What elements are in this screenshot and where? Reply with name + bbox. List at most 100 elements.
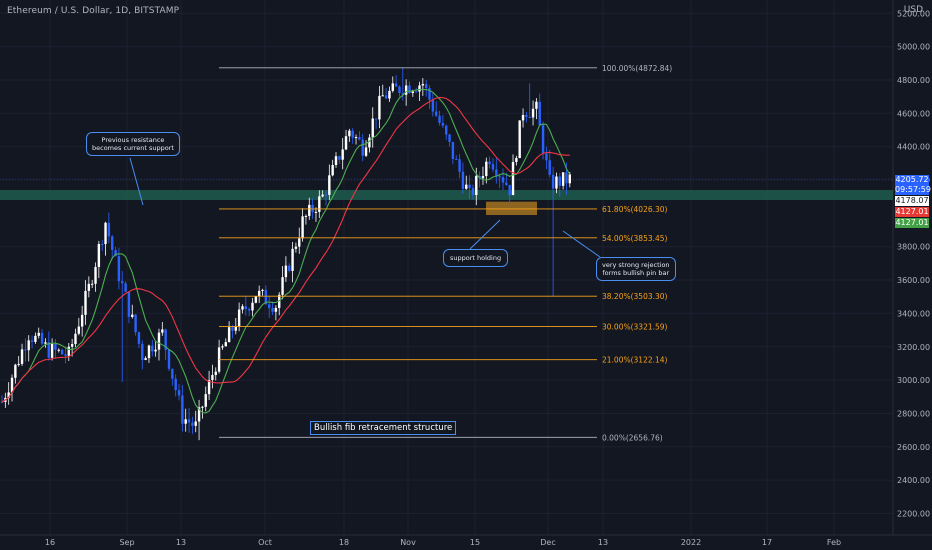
candle-body: [388, 90, 391, 99]
candle-body: [361, 139, 364, 156]
candle-body: [408, 85, 411, 94]
last-price-tag: 4205.72: [895, 175, 929, 185]
candle-body: [438, 115, 441, 123]
candle-body: [445, 125, 448, 135]
candle-body: [458, 159, 461, 172]
candle-body: [291, 248, 294, 271]
candle-body: [204, 394, 207, 407]
candle-body: [568, 174, 571, 184]
candle-body: [87, 283, 91, 291]
candle-body: [90, 283, 94, 285]
candle-body: [167, 349, 171, 369]
candle-body: [468, 184, 471, 189]
candle-body: [491, 164, 495, 170]
candle-body: [197, 407, 201, 422]
candle-body: [227, 327, 231, 343]
candle-body: [107, 222, 111, 237]
candle-body: [538, 101, 541, 126]
candle-body: [521, 114, 525, 121]
candle-body: [511, 161, 515, 196]
candle-body: [134, 314, 137, 333]
time-tick-label: Oct: [258, 538, 272, 547]
candle-body: [231, 327, 234, 331]
candle-body: [131, 314, 134, 317]
ma-slow-line: [1, 96, 570, 403]
candle-body: [505, 182, 508, 185]
candle-body: [284, 265, 288, 278]
candle-body: [144, 358, 147, 361]
fib-level-label: 21.00%(3122.14): [602, 356, 668, 365]
annotation-support-holding: support holding: [443, 249, 509, 267]
candle-body: [80, 314, 84, 327]
time-tick-label: Dec: [540, 538, 555, 547]
candle-body: [301, 216, 304, 239]
candle-body: [541, 125, 545, 154]
candle-body: [171, 368, 174, 379]
candle-body: [448, 134, 451, 142]
candle-body: [147, 345, 151, 359]
candle-body: [261, 289, 264, 291]
candle-body: [331, 164, 334, 176]
candle-body: [64, 354, 67, 356]
candle-body: [414, 91, 418, 93]
candle-body: [7, 392, 10, 398]
candle-body: [241, 306, 244, 310]
price-tick-label: 2600.00: [897, 443, 930, 452]
pointer-resistance: [129, 157, 144, 206]
annotation-resistance: Previous resistance becomes current supp…: [86, 132, 180, 156]
candle-body: [37, 332, 40, 336]
candle-body: [254, 296, 258, 303]
candle-body: [545, 153, 548, 161]
candle-body: [508, 184, 511, 196]
candle-body: [314, 211, 318, 213]
fib-level-label: 38.20%(3503.30): [602, 292, 668, 301]
time-tick-label: 15: [470, 538, 480, 547]
candle-body: [485, 161, 488, 177]
candle-body: [207, 379, 211, 395]
price-tick-label: 3000.00: [897, 376, 930, 385]
candle-body: [384, 95, 388, 99]
candle-body: [461, 171, 465, 189]
candle-body: [74, 333, 77, 345]
price-tick-label: 3800.00: [897, 243, 930, 252]
price-tick-label: 5000.00: [897, 43, 930, 52]
candle-body: [358, 137, 361, 140]
candle-body: [435, 111, 438, 116]
symbol-title[interactable]: Ethereum / U.S. Dollar, 1D, BITSTAMP: [7, 6, 180, 16]
candle-body: [164, 329, 167, 350]
candle-body: [555, 176, 558, 189]
candle-body: [274, 307, 278, 312]
candle-body: [321, 194, 324, 197]
candle-body: [428, 88, 431, 100]
ma-slow-tag: 4127.01: [895, 207, 929, 217]
candle-body: [30, 340, 34, 342]
candle-body: [27, 340, 30, 351]
time-tick-label: 13: [598, 538, 608, 547]
candle-body: [224, 342, 227, 347]
candle-body: [201, 406, 204, 408]
candle-body: [501, 177, 505, 183]
candle-body: [558, 176, 561, 186]
candle-body: [495, 169, 498, 177]
candle-body: [528, 116, 531, 118]
candle-body: [40, 332, 44, 344]
candle-body: [44, 342, 47, 344]
candle-body: [465, 184, 468, 189]
candle-body: [471, 188, 475, 195]
candle-body: [368, 137, 371, 148]
support-zone: [0, 190, 893, 201]
candle-body: [67, 346, 70, 356]
price-tick-label: 2800.00: [897, 409, 930, 418]
candle-body: [177, 390, 181, 396]
candle-body: [338, 156, 341, 160]
fib-level-label: 61.80%(4026.30): [602, 205, 668, 214]
price-tick-label: 4800.00: [897, 76, 930, 85]
candle-body: [565, 172, 568, 184]
candle-body: [34, 335, 37, 342]
time-tick-label: 2022: [681, 538, 701, 547]
candle-body: [531, 108, 535, 118]
candle-body: [548, 160, 551, 175]
annotation-structure: Bullish fib retracement structure: [310, 421, 457, 435]
fib-level-label: 30.00%(3321.59): [602, 322, 668, 331]
